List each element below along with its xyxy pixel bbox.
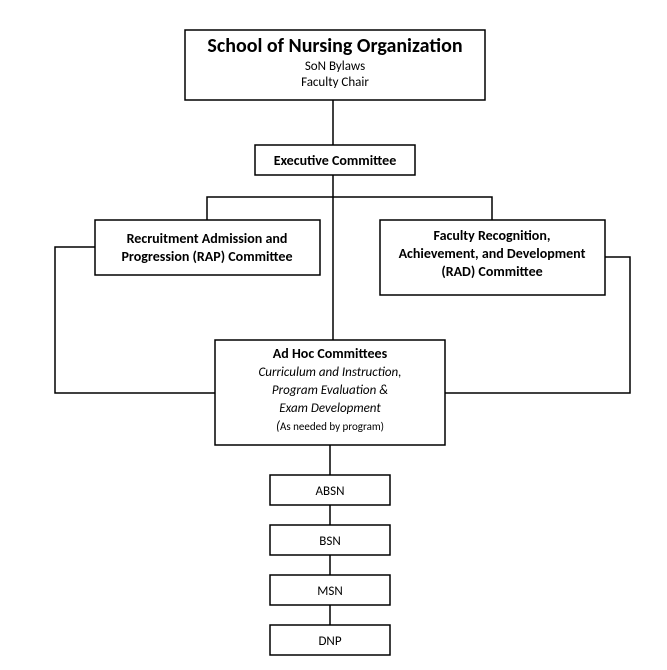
rad-line3: (RAD) Committee	[441, 263, 542, 280]
node-dnp: DNP	[270, 625, 390, 655]
node-bsn: BSN	[270, 525, 390, 555]
exec-label: Executive Committee	[274, 152, 397, 169]
adhoc-ital2: Program Evaluation &	[272, 383, 388, 398]
edge-split-rap	[207, 197, 333, 220]
msn-label: MSN	[317, 584, 342, 599]
root-line2: SoN Bylaws	[305, 59, 365, 74]
edge-split-rad	[333, 197, 492, 220]
root-title: School of Nursing Organization	[207, 34, 462, 58]
dnp-label: DNP	[318, 634, 341, 649]
rap-line1: Recruitment Admission and	[127, 230, 288, 247]
node-rad: Faculty Recognition, Achievement, and De…	[380, 220, 605, 295]
root-line3: Faculty Chair	[301, 75, 369, 90]
adhoc-note: (As needed by program)	[276, 419, 384, 434]
node-exec: Executive Committee	[255, 145, 415, 175]
node-msn: MSN	[270, 575, 390, 605]
rad-line2: Achievement, and Development	[399, 245, 586, 262]
adhoc-note-txt: As needed by program)	[280, 420, 384, 433]
node-adhoc: Ad Hoc Committees Curriculum and Instruc…	[215, 340, 445, 445]
bsn-label: BSN	[319, 534, 340, 549]
node-root: School of Nursing Organization SoN Bylaw…	[185, 30, 485, 100]
node-absn: ABSN	[270, 475, 390, 505]
adhoc-title: Ad Hoc Committees	[273, 345, 388, 362]
adhoc-ital1: Curriculum and Instruction,	[259, 365, 402, 380]
absn-label: ABSN	[316, 484, 345, 499]
node-rap: Recruitment Admission and Progression (R…	[95, 220, 320, 275]
adhoc-ital3: Exam Development	[279, 401, 381, 416]
rad-line1: Faculty Recognition,	[434, 227, 551, 244]
rap-line2: Progression (RAP) Committee	[121, 248, 292, 265]
